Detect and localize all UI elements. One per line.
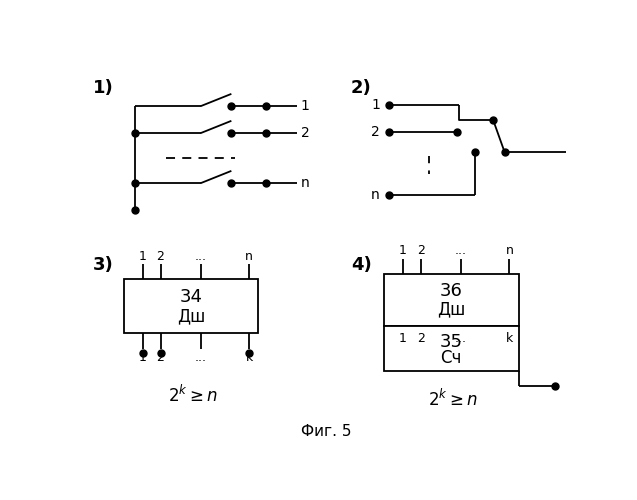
Text: 2: 2 <box>157 351 164 364</box>
Text: 1: 1 <box>371 98 380 112</box>
Text: n: n <box>371 188 380 202</box>
Text: Дш: Дш <box>437 300 465 318</box>
Text: Сч: Сч <box>441 348 462 366</box>
Text: n: n <box>505 244 513 257</box>
Text: n: n <box>301 176 310 190</box>
Text: 2: 2 <box>417 244 425 257</box>
Text: 1: 1 <box>139 250 147 262</box>
Bar <box>124 280 259 334</box>
Text: 2: 2 <box>301 126 310 140</box>
Bar <box>384 326 519 371</box>
Bar <box>384 274 519 326</box>
Text: 1: 1 <box>301 99 310 113</box>
Text: 2): 2) <box>351 79 371 97</box>
Text: Фиг. 5: Фиг. 5 <box>301 424 352 438</box>
Text: 4): 4) <box>351 256 371 274</box>
Text: ...: ... <box>455 332 467 345</box>
Text: ...: ... <box>194 351 206 364</box>
Text: 34: 34 <box>180 288 203 306</box>
Text: n: n <box>245 250 253 262</box>
Text: 35: 35 <box>440 333 462 351</box>
Text: 1: 1 <box>399 244 407 257</box>
Text: ...: ... <box>455 244 467 257</box>
Text: 1: 1 <box>399 332 407 345</box>
Text: $2^k \geq n$: $2^k \geq n$ <box>428 388 478 409</box>
Text: 1): 1) <box>93 79 113 97</box>
Text: 2: 2 <box>371 124 380 138</box>
Text: Дш: Дш <box>177 307 205 325</box>
Text: 36: 36 <box>440 282 462 300</box>
Text: ...: ... <box>194 250 206 262</box>
Text: 3): 3) <box>93 256 113 274</box>
Text: 2: 2 <box>157 250 164 262</box>
Text: k: k <box>506 332 513 345</box>
Text: 1: 1 <box>139 351 147 364</box>
Text: $2^k \geq n$: $2^k \geq n$ <box>168 384 218 406</box>
Text: k: k <box>245 351 253 364</box>
Text: 2: 2 <box>417 332 425 345</box>
